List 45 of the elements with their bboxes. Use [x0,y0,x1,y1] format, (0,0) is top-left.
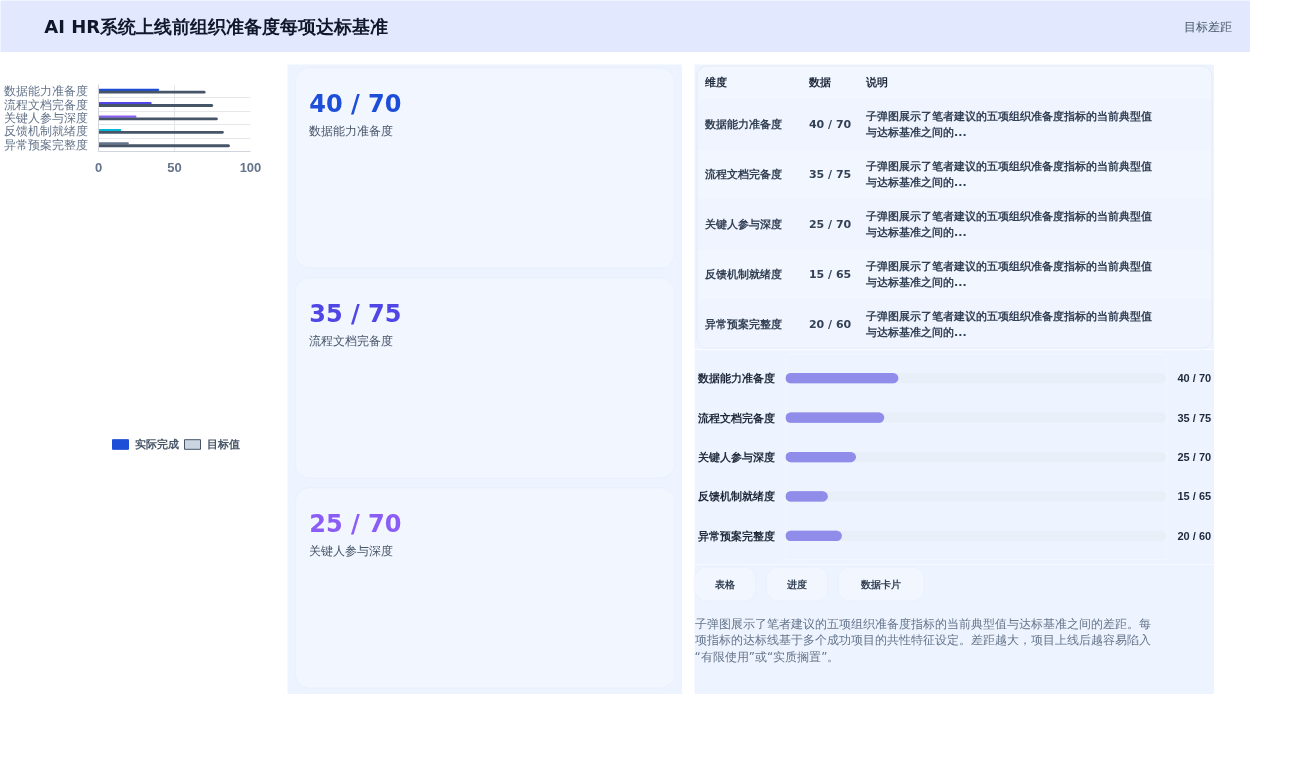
text: AI HR系统上线前组织准备度每项达标基准 [44,16,389,37]
text: 子弹图展示了笔者建议的五项组织准备度指标的当前典型值与达标基准之间的... [865,160,1153,189]
y-tick-label: 数据能力准备度 [3,84,88,99]
x-tick-label: 0 [94,159,103,175]
text: 子弹图展示了笔者建议的五项组织准备度指标的当前典型值与达标基准之间的... [865,210,1153,239]
data-label: 15 / 65 [1177,490,1212,503]
text: 子弹图展示了笔者建议的五项组织准备度指标的当前典型值与达标基准之间的... [865,110,1153,139]
text: 维度 [703,75,727,89]
category-label: 关键人参与深度 [309,544,394,559]
y-tick-label: 异常预案完整度 [3,137,88,152]
text: 20 / 60 [808,318,852,331]
y-tick-label: 异常预案完整度 [696,529,775,542]
text: 数据卡片 [860,578,902,590]
legend-label: 实际完成 [135,436,179,452]
text: 进度 [785,578,807,590]
data-label: 35 / 75 [1177,411,1212,424]
text: 子弹图展示了笔者建议的五项组织准备度指标的当前典型值与达标基准之间的... [865,310,1153,339]
text: 40 / 70 [808,118,852,131]
x-tick-label: 50 [167,159,182,175]
y-tick-label: 数据能力准备度 [696,372,775,385]
y-tick-label: 关键人参与深度 [696,451,775,464]
category-label: 流程文档完备度 [309,334,394,349]
text: 15 / 65 [808,268,852,281]
y-tick-label: 流程文档完备度 [3,97,88,112]
data-label: 20 / 60 [1177,529,1212,542]
text: 40 / 70 [309,89,402,118]
y-tick-label: 反馈机制就绪度 [3,124,88,139]
y-tick-label: 关键人参与深度 [3,111,88,125]
text: 35 / 75 [808,168,852,181]
text: 子弹图展示了笔者建议的五项组织准备度指标的当前典型值与达标基准之间的差距。每项指标的达标线基于多个成功项目的共性特征设定。差距越大，项目上线后越容易陷入“有限使用”或“实质搁置”。 [694,616,1151,665]
y-tick-label: 流程文档完备度 [696,411,775,424]
x-tick-label: 100 [239,159,262,175]
text: 25 / 70 [808,218,852,231]
text: 数据 [807,75,831,89]
text: 35 / 75 [309,299,402,328]
text: 子弹图展示了笔者建议的五项组织准备度指标的当前典型值与达标基准之间的... [865,260,1153,289]
category-label: 数据能力准备度 [309,124,394,139]
data-label: 40 / 70 [1177,372,1212,385]
legend-label: 目标值 [207,436,240,452]
text: 表格 [714,578,737,590]
data-label: 25 / 70 [1177,451,1212,463]
y-tick-label: 反馈机制就绪度 [696,490,775,503]
text: 目标差距 [1183,19,1232,34]
text: 25 / 70 [309,509,402,538]
text: 说明 [865,75,889,89]
